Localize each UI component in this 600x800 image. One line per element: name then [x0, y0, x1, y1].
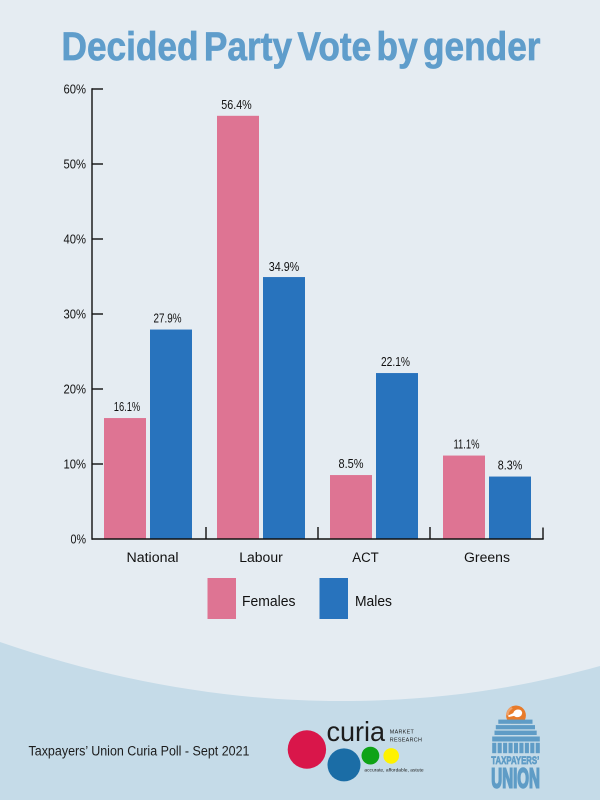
svg-text:accurate, affordable, astute: accurate, affordable, astute: [364, 767, 423, 773]
svg-text:30%: 30%: [64, 308, 87, 322]
svg-text:20%: 20%: [64, 383, 87, 397]
svg-text:40%: 40%: [64, 233, 87, 247]
svg-text:11.1%: 11.1%: [454, 438, 480, 452]
svg-text:MARKET: MARKET: [390, 730, 415, 736]
svg-text:Greens: Greens: [464, 550, 510, 565]
svg-text:34.9%: 34.9%: [269, 260, 300, 274]
svg-text:8.5%: 8.5%: [339, 457, 364, 471]
svg-text:Decided Party Vote by gender: Decided Party Vote by gender: [62, 25, 541, 69]
svg-text:16.1%: 16.1%: [114, 400, 141, 414]
svg-text:27.9%: 27.9%: [154, 312, 182, 326]
svg-text:UNION: UNION: [491, 762, 540, 793]
svg-text:0%: 0%: [71, 533, 87, 547]
svg-text:10%: 10%: [64, 458, 87, 472]
svg-text:56.4%: 56.4%: [221, 98, 252, 112]
svg-text:ACT: ACT: [352, 550, 379, 565]
svg-text:8.3%: 8.3%: [498, 459, 523, 473]
svg-text:National: National: [127, 550, 179, 565]
svg-text:60%: 60%: [64, 83, 87, 97]
svg-text:50%: 50%: [64, 158, 87, 172]
svg-text:Males: Males: [355, 594, 392, 610]
svg-text:Females: Females: [242, 594, 296, 610]
svg-text:Labour: Labour: [239, 550, 283, 565]
svg-text:curia: curia: [327, 716, 386, 747]
svg-text:RESEARCH: RESEARCH: [390, 737, 422, 743]
svg-text:TAXPAYERS’: TAXPAYERS’: [491, 755, 539, 767]
svg-text:Taxpayers’ Union Curia Poll -: Taxpayers’ Union Curia Poll - Sept 2021: [29, 744, 250, 759]
svg-text:22.1%: 22.1%: [381, 355, 410, 369]
